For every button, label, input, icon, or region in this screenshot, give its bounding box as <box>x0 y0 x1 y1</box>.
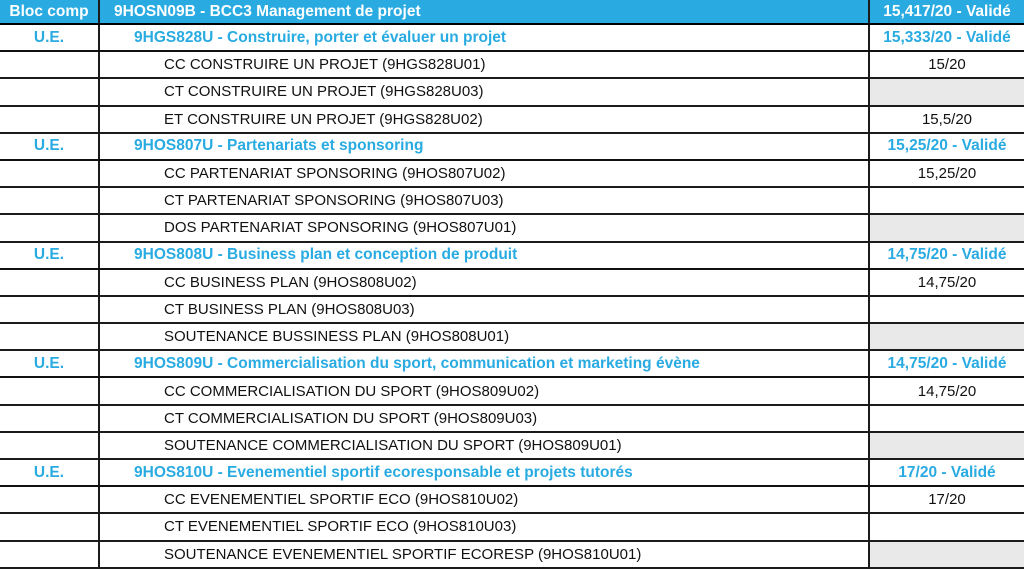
grade-cell <box>870 297 1024 322</box>
header-bcc-title: 9HOSN09B - BCC3 Management de projet <box>100 0 870 23</box>
bloc-cell <box>0 269 100 295</box>
header-bcc-grade: 15,417/20 - Validé <box>883 2 1011 20</box>
course-title: CC CONSTRUIRE UN PROJET (9HGS828U01) <box>100 52 870 78</box>
course-title: SOUTENANCE EVENEMENTIEL SPORTIF ECORESP … <box>100 541 870 567</box>
bloc-cell <box>0 215 100 241</box>
bloc-cell: U.E. <box>0 242 100 268</box>
grade-cell <box>870 215 1024 241</box>
bloc-cell: U.E. <box>0 25 100 51</box>
grade-cell: 15/20 <box>928 56 966 74</box>
bloc-cell <box>0 514 100 540</box>
course-title: CC BUSINESS PLAN (9HOS808U02) <box>100 269 870 295</box>
course-detail-row: ET CONSTRUIRE UN PROJET (9HGS828U02) 15,5… <box>0 106 1024 134</box>
course-detail-row: CC CONSTRUIRE UN PROJET (9HGS828U01) 15/2… <box>0 52 1024 80</box>
course-detail-row: CT PARTENARIAT SPONSORING (9HOS807U03) <box>0 188 1024 216</box>
course-detail-row: CC COMMERCIALISATION DU SPORT (9HOS809U0… <box>0 378 1024 406</box>
bloc-cell <box>0 324 100 350</box>
course-detail-row: CT COMMERCIALISATION DU SPORT (9HOS809U0… <box>0 405 1024 433</box>
ue-title: 9HOS808U - Business plan et conception d… <box>100 242 870 268</box>
course-detail-row: CC BUSINESS PLAN (9HOS808U02) 14,75/20 <box>0 269 1024 297</box>
grade-cell <box>870 188 1024 213</box>
course-title: DOS PARTENARIAT SPONSORING (9HOS807U01) <box>100 215 870 241</box>
table-header-row: Bloc comp 9HOSN09B - BCC3 Management de … <box>0 0 1024 25</box>
course-detail-row: CC EVENEMENTIEL SPORTIF ECO (9HOS810U02)… <box>0 487 1024 515</box>
grade-cell: 15,25/20 - Validé <box>887 137 1007 155</box>
header-bloc-comp-label: Bloc comp <box>0 0 100 23</box>
grade-cell: 14,75/20 <box>917 273 977 291</box>
grade-cell: 14,75/20 <box>917 382 977 400</box>
table-body: U.E. 9HGS828U - Construire, porter et éva… <box>0 25 1024 569</box>
grade-cell: 15,333/20 - Validé <box>883 28 1011 46</box>
course-detail-row: SOUTENANCE EVENEMENTIEL SPORTIF ECORESP … <box>0 541 1024 569</box>
ue-title: 9HOS810U - Evenementiel sportif ecorespo… <box>100 460 870 486</box>
grade-cell: 14,75/20 - Validé <box>887 354 1007 372</box>
bloc-cell <box>0 378 100 404</box>
grade-cell <box>870 432 1024 458</box>
course-title: SOUTENANCE BUSSINESS PLAN (9HOS808U01) <box>100 324 870 350</box>
bloc-cell: U.E. <box>0 351 100 377</box>
bloc-cell <box>0 405 100 431</box>
course-detail-row: CT CONSTRUIRE UN PROJET (9HGS828U03) <box>0 79 1024 107</box>
grade-cell: 15,5/20 <box>921 110 973 128</box>
grade-cell: 14,75/20 - Validé <box>887 246 1007 264</box>
course-title: CC EVENEMENTIEL SPORTIF ECO (9HOS810U02) <box>100 487 870 513</box>
course-detail-row: DOS PARTENARIAT SPONSORING (9HOS807U01) <box>0 215 1024 243</box>
grade-cell <box>870 541 1024 567</box>
ue-row: U.E. 9HGS828U - Construire, porter et éva… <box>0 25 1024 53</box>
course-detail-row: CT EVENEMENTIEL SPORTIF ECO (9HOS810U03) <box>0 514 1024 542</box>
bloc-cell <box>0 79 100 105</box>
bloc-cell <box>0 160 100 187</box>
grade-cell <box>870 324 1024 350</box>
course-title: SOUTENANCE COMMERCIALISATION DU SPORT (9… <box>100 432 870 458</box>
course-title: CT CONSTRUIRE UN PROJET (9HGS828U03) <box>100 79 870 105</box>
ue-row: U.E. 9HOS808U - Business plan et concepti… <box>0 242 1024 270</box>
bloc-cell <box>0 52 100 78</box>
course-title: CT EVENEMENTIEL SPORTIF ECO (9HOS810U03) <box>100 514 870 540</box>
bloc-cell: U.E. <box>0 133 100 159</box>
course-title: CC COMMERCIALISATION DU SPORT (9HOS809U0… <box>100 378 870 404</box>
ue-title: 9HOS807U - Partenariats et sponsoring <box>100 133 870 159</box>
course-detail-row: CT BUSINESS PLAN (9HOS808U03) <box>0 296 1024 325</box>
course-detail-row: CC PARTENARIAT SPONSORING (9HOS807U02) 15… <box>0 160 1024 189</box>
ue-row: U.E. 9HOS807U - Partenariats et sponsorin… <box>0 133 1024 161</box>
ue-row: U.E. 9HOS809U - Commercialisation du spor… <box>0 351 1024 379</box>
course-title: CT PARTENARIAT SPONSORING (9HOS807U03) <box>100 188 870 214</box>
bloc-cell <box>0 487 100 513</box>
bloc-cell <box>0 296 100 323</box>
course-detail-row: SOUTENANCE BUSSINESS PLAN (9HOS808U01) <box>0 324 1024 352</box>
grade-cell: 17/20 <box>928 491 966 509</box>
grade-cell <box>870 514 1024 539</box>
ue-title: 9HOS809U - Commercialisation du sport, c… <box>100 351 870 377</box>
bloc-cell <box>0 432 100 458</box>
course-title: CC PARTENARIAT SPONSORING (9HOS807U02) <box>100 160 870 187</box>
course-detail-row: SOUTENANCE COMMERCIALISATION DU SPORT (9… <box>0 432 1024 460</box>
bloc-cell <box>0 106 100 132</box>
grade-cell <box>870 79 1024 105</box>
grade-cell: 17/20 - Validé <box>898 463 996 481</box>
ue-title: 9HGS828U - Construire, porter et évaluer… <box>100 25 870 51</box>
grade-cell <box>870 406 1024 431</box>
bloc-cell <box>0 541 100 567</box>
ue-row: U.E. 9HOS810U - Evenementiel sportif ecor… <box>0 460 1024 488</box>
grade-cell: 15,25/20 <box>917 165 977 183</box>
course-title: CT BUSINESS PLAN (9HOS808U03) <box>100 296 870 323</box>
bloc-cell: U.E. <box>0 460 100 486</box>
course-title: CT COMMERCIALISATION DU SPORT (9HOS809U0… <box>100 405 870 431</box>
bloc-cell <box>0 188 100 214</box>
course-title: ET CONSTRUIRE UN PROJET (9HGS828U02) <box>100 106 870 132</box>
